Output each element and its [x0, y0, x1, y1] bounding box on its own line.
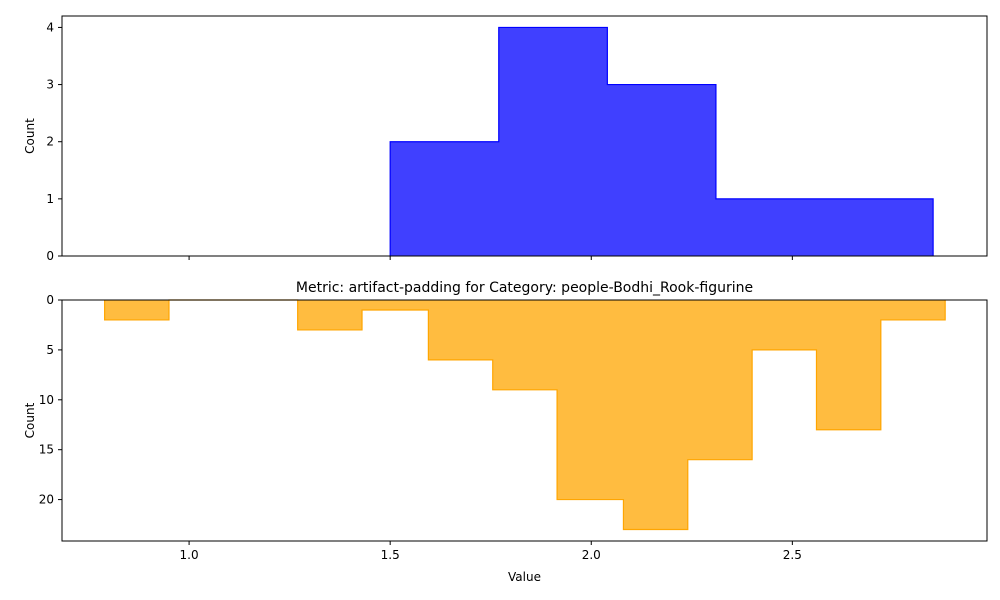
bottom-x-tick-label: 2.5 — [783, 548, 802, 562]
bottom-y-axis-label: Count — [23, 402, 37, 438]
bottom-histogram-fill — [104, 300, 946, 530]
top-histogram-axes: Count 0 1 2 3 4 — [23, 15, 988, 263]
bottom-x-axis-label: Value — [508, 570, 541, 584]
bottom-x-tick-label: 1.5 — [381, 548, 400, 562]
top-y-tick-label: 3 — [46, 78, 54, 92]
bottom-y-tick-label: 15 — [39, 443, 54, 457]
bottom-axes-frame — [61, 299, 988, 542]
top-y-tick-label: 0 — [46, 249, 54, 263]
bottom-histogram-axes: Metric: artifact-padding for Category: p… — [23, 280, 988, 584]
top-axes-frame — [61, 15, 988, 257]
bottom-y-tick-label: 5 — [46, 343, 54, 357]
top-y-tick-label: 4 — [46, 20, 54, 34]
bottom-y-tick-label: 0 — [46, 293, 54, 307]
bottom-title: Metric: artifact-padding for Category: p… — [296, 280, 753, 296]
bottom-y-tick-label: 20 — [39, 493, 54, 507]
bottom-x-tick-label: 1.0 — [180, 548, 199, 562]
bottom-x-tick-label: 2.0 — [582, 548, 601, 562]
top-y-tick-label: 1 — [46, 192, 54, 206]
top-y-axis-label: Count — [23, 118, 37, 154]
top-y-tick-label: 2 — [46, 135, 54, 149]
top-histogram-outline — [389, 26, 934, 256]
bottom-y-tick-label: 10 — [39, 393, 54, 407]
